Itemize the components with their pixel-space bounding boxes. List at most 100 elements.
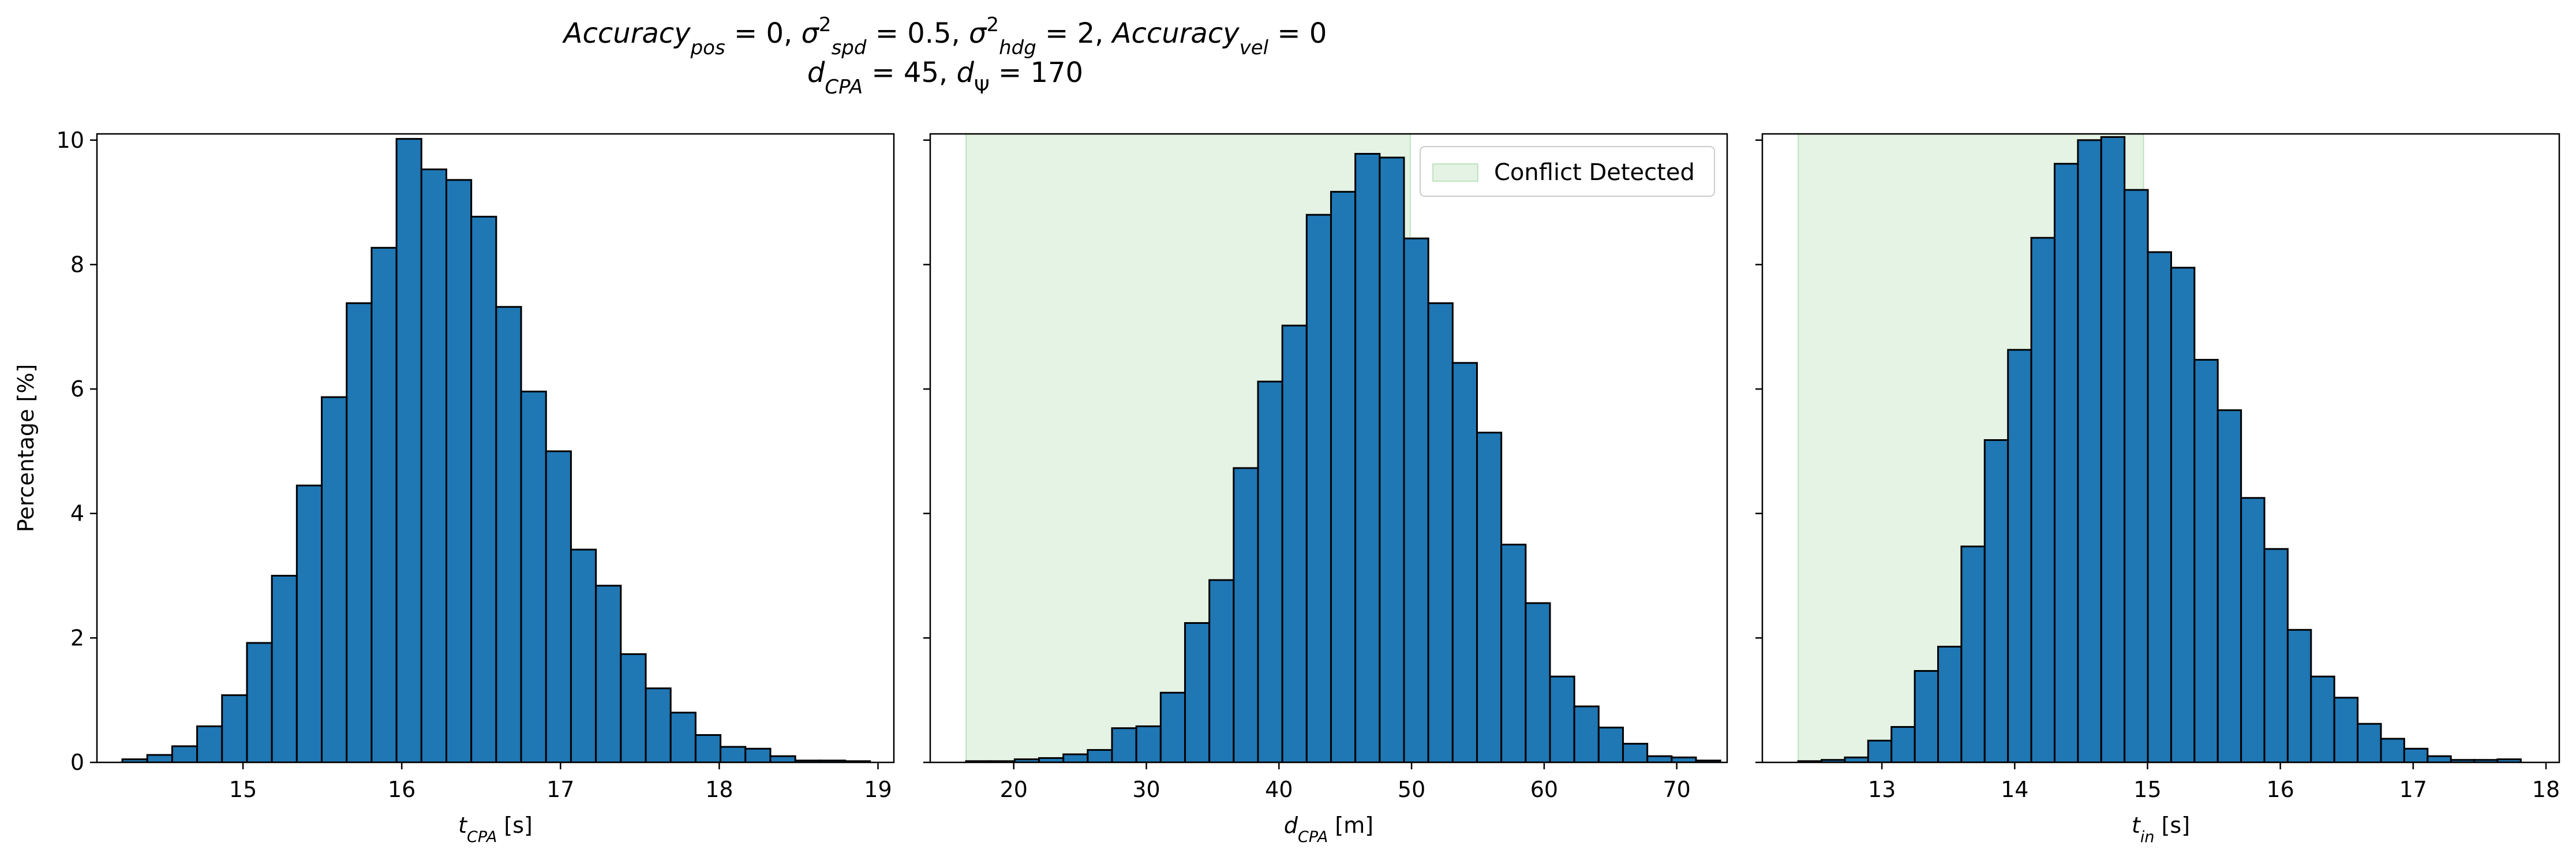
- d-cpa-histogram-bar: [1573, 705, 1600, 762]
- t-in-histogram-bar: [1890, 726, 1916, 762]
- t-in-histogram-bar: [1914, 670, 1940, 762]
- t-in-x-tick-label: 17: [2399, 777, 2427, 802]
- t-cpa-histogram-bar: [221, 694, 248, 762]
- t-cpa-histogram-bar: [570, 548, 597, 762]
- d-cpa-histogram-bar: [1525, 602, 1551, 762]
- t-cpa-x-tick-label: 19: [864, 777, 892, 802]
- t-in-histogram-bar: [2147, 251, 2172, 762]
- t-cpa-y-axis-label: Percentage [%]: [13, 364, 39, 533]
- t-in-histogram-bar: [2053, 163, 2079, 762]
- t-in-histogram-bar: [1960, 545, 1986, 762]
- d-cpa-histogram-bar: [1379, 156, 1405, 762]
- t-in-histogram-bar: [2100, 136, 2126, 762]
- t-in-histogram-bar: [2286, 628, 2312, 762]
- t-in-histogram-bar: [2124, 189, 2149, 762]
- t-cpa-y-tick-label: 0: [70, 750, 84, 775]
- d-cpa-histogram-bar: [1549, 675, 1575, 762]
- d-cpa-plot-content: [965, 134, 1721, 762]
- t-cpa-y-tick-label: 2: [70, 625, 84, 650]
- t-in-histogram-bar: [2357, 723, 2382, 762]
- t-cpa-histogram-bar: [694, 734, 722, 762]
- t-in-x-tick-label: 14: [2001, 777, 2028, 802]
- t-in-histogram-bar: [2333, 697, 2359, 762]
- t-cpa-histogram-bar: [370, 246, 398, 762]
- t-cpa-histogram-bar: [295, 484, 323, 762]
- t-in-histogram-bar: [2077, 139, 2102, 762]
- d-cpa-histogram-bar: [1111, 727, 1137, 762]
- legend: Conflict Detected: [1420, 146, 1715, 197]
- d-cpa-histogram-bar: [1476, 432, 1503, 762]
- t-in-axes-frame: [1761, 133, 2560, 764]
- t-cpa-histogram-bar: [271, 575, 298, 762]
- t-cpa-x-axis-label: tCPA [s]: [458, 813, 533, 846]
- t-cpa-histogram-bar: [520, 390, 547, 762]
- d-cpa-histogram-bar: [1622, 743, 1649, 762]
- d-cpa-x-tick-label: 20: [1000, 777, 1028, 802]
- d-cpa-x-tick-label: 60: [1530, 777, 1558, 802]
- t-cpa-histogram-bar: [321, 396, 348, 762]
- d-cpa-histogram-bar: [1305, 214, 1332, 762]
- t-in-histogram-bar: [2030, 237, 2055, 762]
- t-in-histogram-bar: [2193, 358, 2219, 762]
- t-cpa-x-tick-label: 16: [388, 777, 415, 802]
- d-cpa-histogram-bar: [1184, 622, 1211, 762]
- d-cpa-histogram-bar: [1330, 190, 1357, 762]
- d-cpa-histogram-bar: [1427, 302, 1454, 762]
- d-cpa-histogram-bar: [1135, 725, 1162, 762]
- t-in-histogram-bar: [2310, 675, 2335, 762]
- histogram-panel-t-in: 13 14 15 16 17 18 tin [s]: [1755, 133, 2560, 846]
- t-cpa-histogram-bar: [744, 747, 772, 762]
- d-cpa-histogram-bar: [1233, 467, 1259, 762]
- t-in-histogram-bar: [2263, 548, 2289, 762]
- legend-swatch-conflict: [1432, 163, 1478, 182]
- t-in-x-axis-label: tin [s]: [2132, 813, 2190, 846]
- d-cpa-axes-frame: [929, 133, 1728, 764]
- t-in-histogram-bar: [2216, 409, 2242, 762]
- t-cpa-plot-content: [121, 138, 871, 762]
- t-in-x-tick-label: 13: [1868, 777, 1896, 802]
- t-cpa-axes-frame: [96, 133, 895, 764]
- t-in-x-tick-label: 18: [2532, 777, 2560, 802]
- t-in-histogram-bar: [2240, 497, 2266, 762]
- d-cpa-histogram-bar: [1354, 153, 1381, 762]
- t-in-plot-content: [1797, 134, 2522, 762]
- d-cpa-histogram-bar: [1208, 579, 1235, 762]
- t-cpa-histogram-bar: [669, 712, 697, 762]
- t-cpa-histogram-bar: [171, 745, 199, 762]
- d-cpa-histogram-bar: [1062, 753, 1089, 762]
- t-cpa-y-tick-label: 8: [70, 252, 84, 277]
- legend-box: [1420, 146, 1715, 197]
- t-cpa-x-tick-label: 17: [546, 777, 574, 802]
- t-in-histogram-bar: [1867, 739, 1893, 762]
- d-cpa-histogram-bar: [1159, 691, 1186, 762]
- t-cpa-histogram-bar: [595, 585, 622, 762]
- t-in-histogram-bar: [1844, 756, 1869, 762]
- d-cpa-histogram-bar: [1281, 324, 1308, 762]
- t-cpa-histogram-bar: [620, 653, 647, 762]
- histogram-panel-d-cpa: 20 30 40 50 60 70 dCPA [m] Conflict Detected: [923, 133, 1728, 846]
- figure-title-line-1: Accuracypos = 0, σ2spd = 0.5, σ2hdg = 2,…: [562, 13, 1327, 59]
- d-cpa-histogram-bar: [1597, 727, 1624, 762]
- t-cpa-histogram-bar: [246, 642, 273, 762]
- t-in-histogram-bar: [1983, 439, 2009, 762]
- t-cpa-histogram-bar: [470, 215, 497, 762]
- t-in-histogram-bar: [2170, 267, 2196, 762]
- t-cpa-histogram-bar: [445, 179, 473, 762]
- d-cpa-x-tick-label: 40: [1265, 777, 1293, 802]
- t-cpa-y-tick-label: 10: [57, 128, 84, 153]
- t-in-x-tick-label: 15: [2133, 777, 2161, 802]
- t-cpa-histogram-bar: [545, 450, 572, 762]
- d-cpa-histogram-bar: [1646, 755, 1673, 762]
- t-cpa-histogram-bar: [420, 168, 447, 762]
- t-cpa-histogram-bar: [645, 687, 672, 762]
- d-cpa-histogram-bar: [1257, 380, 1283, 762]
- t-cpa-x-tick-label: 18: [705, 777, 733, 802]
- t-cpa-x-tick-label: 15: [229, 777, 257, 802]
- histogram-panel-t-cpa: 15 16 17 18 19 0 2 4 6 8 10 tCPA [s] Percentage [%]: [13, 128, 895, 846]
- d-cpa-x-axis-label: dCPA [m]: [1284, 813, 1373, 846]
- d-cpa-histogram-bar: [1671, 756, 1697, 762]
- t-cpa-histogram-bar: [495, 306, 522, 762]
- t-cpa-histogram-bar: [346, 302, 373, 762]
- t-in-histogram-bar: [1937, 645, 1963, 762]
